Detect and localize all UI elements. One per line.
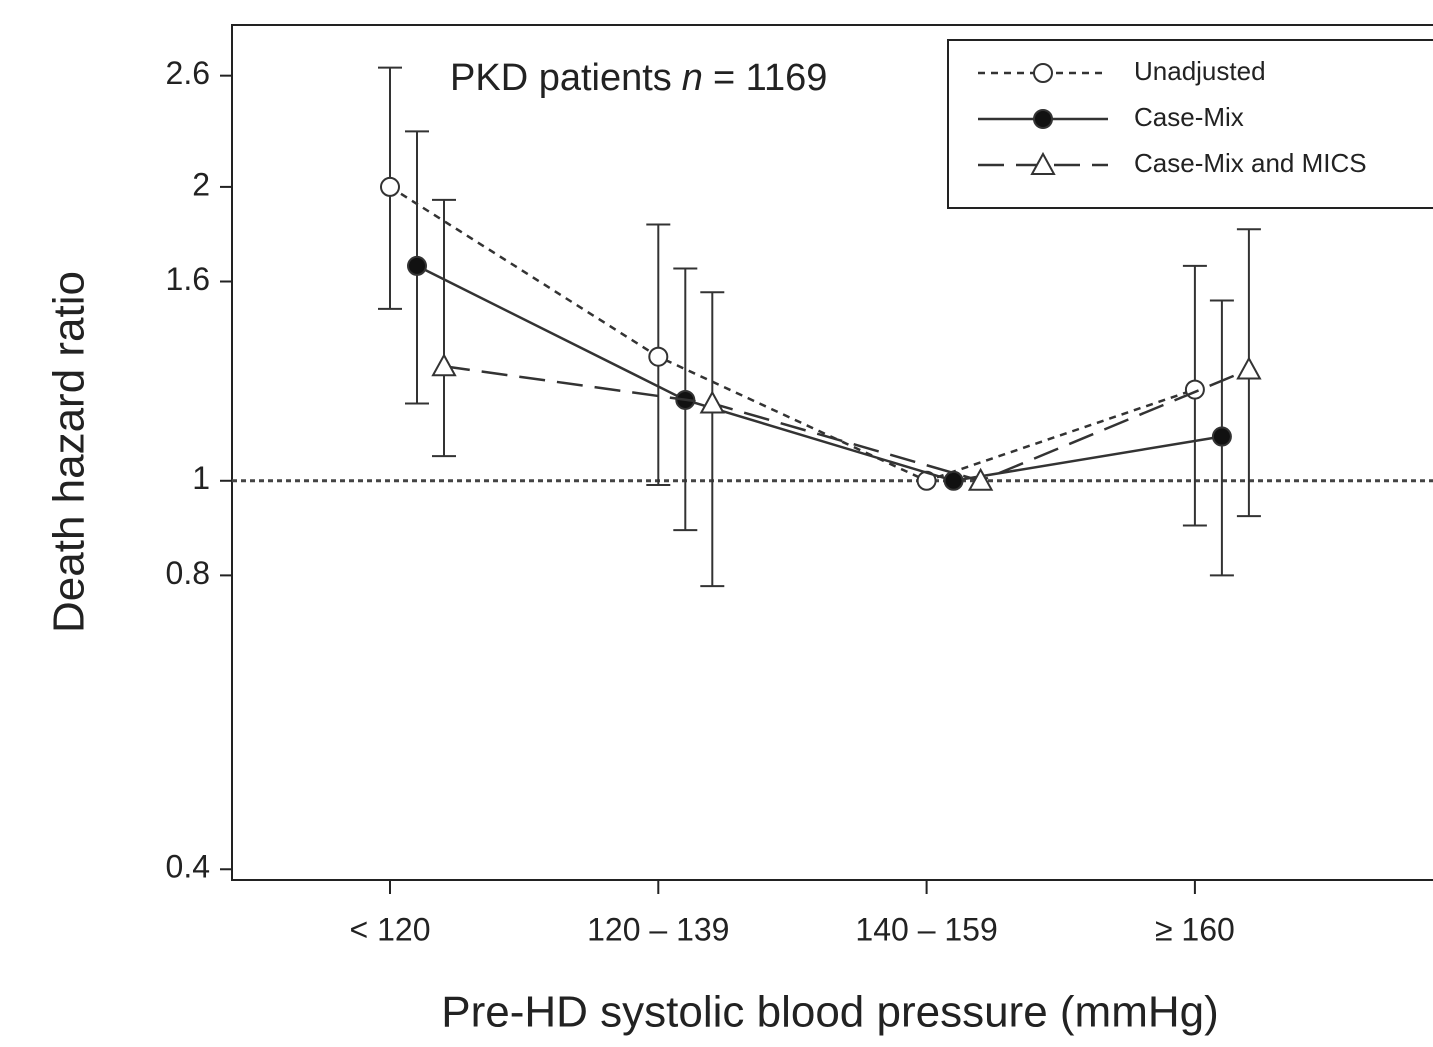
marker — [1033, 109, 1053, 129]
marker — [431, 353, 457, 377]
marker — [943, 470, 964, 491]
marker — [380, 176, 400, 197]
marker — [699, 390, 725, 414]
plot-frame — [231, 24, 1433, 881]
annotation-suffix: = 1169 — [713, 57, 827, 99]
error-bar — [432, 198, 456, 458]
x-tick-label: ≥ 160 — [1155, 911, 1235, 947]
y-tick-label: 1 — [192, 460, 210, 496]
marker — [1236, 356, 1262, 380]
y-tick-label: 2 — [192, 166, 210, 202]
marker — [648, 346, 669, 367]
legend-label: Case-Mix and MICS — [1134, 148, 1367, 178]
annotation: PKD patients n = 1169 — [450, 57, 827, 99]
series-line — [443, 365, 1250, 483]
y-tick-label: 0.8 — [166, 555, 210, 591]
y-axis-title: Death hazard ratio — [45, 271, 94, 633]
marker — [1030, 151, 1056, 175]
legend-box — [947, 39, 1433, 209]
legend-label: Case-Mix — [1134, 102, 1244, 132]
annotation-variable: n — [682, 57, 703, 99]
x-tick-label: 120 – 139 — [587, 911, 729, 947]
series-line — [416, 264, 1223, 483]
y-tick-label: 0.4 — [166, 849, 210, 885]
error-bar — [700, 291, 725, 588]
marker — [967, 467, 994, 491]
legend-label: Unadjusted — [1134, 56, 1266, 86]
x-tick-label: 140 – 159 — [855, 911, 997, 947]
y-tick-label: 1.6 — [166, 261, 210, 297]
x-axis-title: Pre-HD systolic blood pressure (mmHg) — [441, 988, 1219, 1037]
series-line — [389, 185, 1196, 483]
annotation-prefix: PKD patients — [450, 57, 672, 99]
marker — [1211, 426, 1232, 447]
y-tick-label: 2.6 — [166, 55, 210, 91]
marker — [407, 255, 427, 276]
marker — [1033, 63, 1053, 83]
x-tick-label: < 120 — [350, 911, 431, 947]
